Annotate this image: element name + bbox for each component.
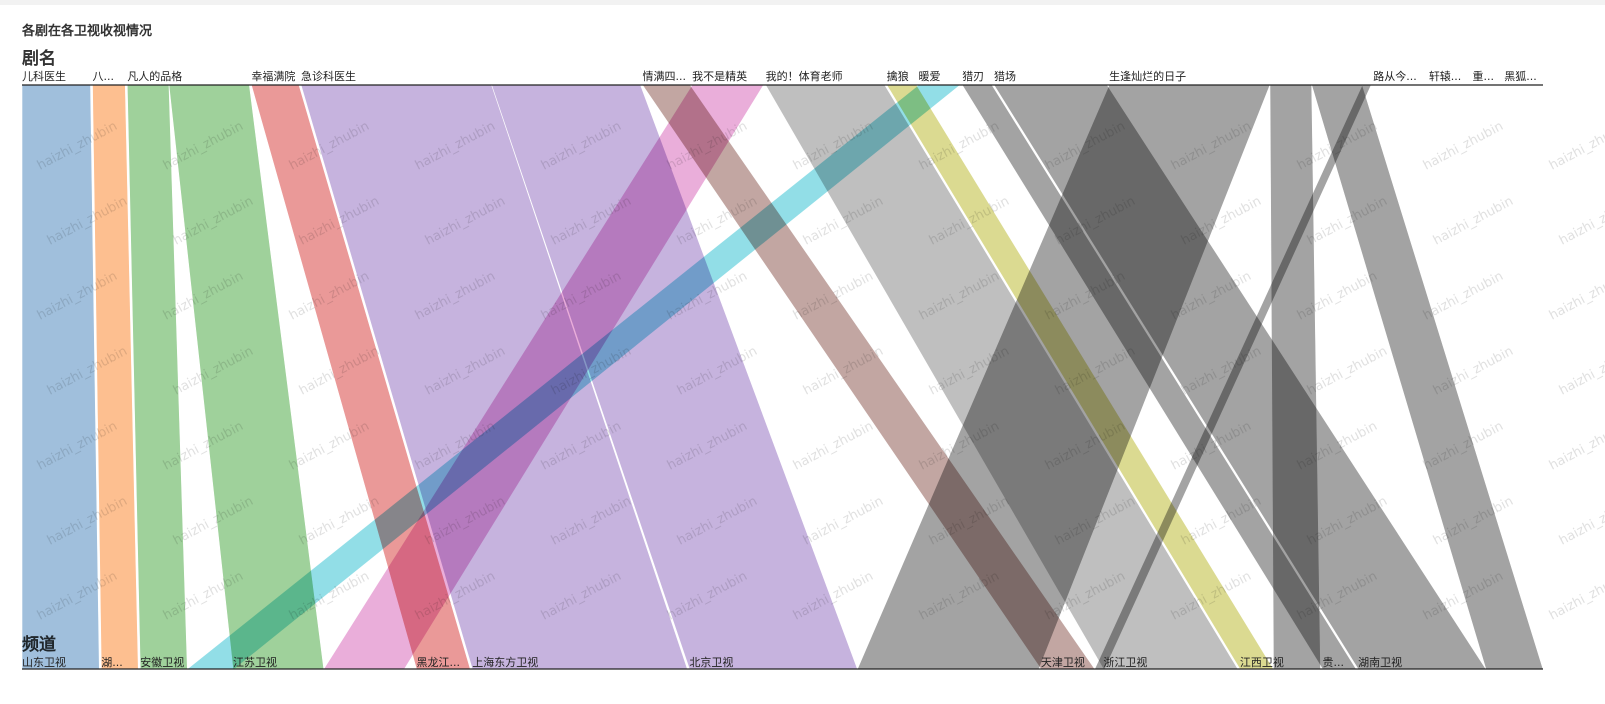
channel-label-c2[interactable]: 湖... bbox=[101, 656, 123, 669]
watermark-text: haizhi_zhubin bbox=[1547, 569, 1605, 624]
watermark-text: haizhi_zhubin bbox=[1557, 494, 1605, 549]
channel-label-c4[interactable]: 江苏卫视 bbox=[233, 655, 277, 669]
axis-layer bbox=[22, 84, 1543, 670]
drama-label-d9[interactable]: 擒狼 bbox=[887, 69, 909, 83]
drama-label-d17[interactable]: 黑狐... bbox=[1504, 69, 1537, 83]
channel-label-c9[interactable]: 浙江卫视 bbox=[1103, 655, 1147, 669]
watermark-text: haizhi_zhubin bbox=[1557, 194, 1605, 249]
drama-label-d10[interactable]: 暖爱 bbox=[919, 70, 941, 83]
channel-label-c7[interactable]: 北京卫视 bbox=[689, 655, 733, 669]
watermark-text: haizhi_zhubin bbox=[791, 419, 876, 474]
watermark-text: haizhi_zhubin bbox=[1547, 269, 1605, 324]
top-bar bbox=[0, 0, 1605, 5]
watermark-text: haizhi_zhubin bbox=[1547, 419, 1605, 474]
drama-label-d3[interactable]: 凡人的品格 bbox=[127, 69, 182, 83]
drama-label-d4[interactable]: 幸福满院 bbox=[251, 69, 295, 83]
watermark-text: haizhi_zhubin bbox=[1421, 119, 1506, 174]
drama-label-d2[interactable]: 八... bbox=[92, 70, 114, 83]
watermark-text: haizhi_zhubin bbox=[1431, 194, 1516, 249]
ribbon-layer bbox=[21, 84, 1544, 670]
ribbon-d1-c1[interactable] bbox=[21, 84, 100, 670]
ribbon-d13-c10[interactable] bbox=[1269, 84, 1321, 670]
watermark-text: haizhi_zhubin bbox=[1547, 119, 1605, 174]
drama-label-d13[interactable]: 生逢灿烂的日子 bbox=[1109, 69, 1186, 83]
channel-label-c3[interactable]: 安徽卫视 bbox=[140, 655, 184, 669]
drama-label-d11[interactable]: 猎刃 bbox=[962, 69, 984, 83]
watermark-text: haizhi_zhubin bbox=[1557, 344, 1605, 399]
drama-label-d5[interactable]: 急诊科医生 bbox=[301, 69, 356, 83]
channel-label-c1[interactable]: 山东卫视 bbox=[22, 655, 66, 669]
drama-label-d16[interactable]: 重... bbox=[1473, 69, 1495, 83]
channel-label-c6[interactable]: 上海东方卫视 bbox=[472, 655, 538, 669]
label-layer: 儿科医生 八... 凡人的品格 幸福满院 急诊科医生 情满四... 我不是精英 我的！体育老师… bbox=[22, 69, 1537, 669]
drama-label-d12[interactable]: 猎场 bbox=[994, 69, 1016, 83]
drama-label-d6[interactable]: 情满四... bbox=[642, 70, 686, 83]
channel-label-c12[interactable]: 湖南卫视 bbox=[1358, 655, 1402, 669]
drama-label-d14[interactable]: 路从今... bbox=[1373, 69, 1417, 83]
drama-label-d8[interactable]: 我的！体育老师 bbox=[766, 69, 843, 83]
drama-label-d7[interactable]: 我不是精英 bbox=[692, 69, 747, 83]
watermark-text: haizhi_zhubin bbox=[1305, 344, 1390, 399]
dimension-title-drama: 剧名 bbox=[22, 49, 56, 69]
watermark-text: haizhi_zhubin bbox=[801, 494, 886, 549]
chart-title: 各剧在各卫视收视情况 bbox=[22, 24, 153, 39]
channel-label-c5[interactable]: 黑龙江... bbox=[417, 656, 461, 669]
drama-label-d15[interactable]: 轩辕... bbox=[1429, 69, 1462, 83]
channel-label-c11[interactable]: 贵... bbox=[1323, 656, 1345, 669]
drama-label-d1[interactable]: 儿科医生 bbox=[22, 69, 66, 83]
channel-label-c10[interactable]: 江西卫视 bbox=[1240, 655, 1284, 669]
channel-label-c8[interactable]: 天津卫视 bbox=[1041, 655, 1085, 669]
